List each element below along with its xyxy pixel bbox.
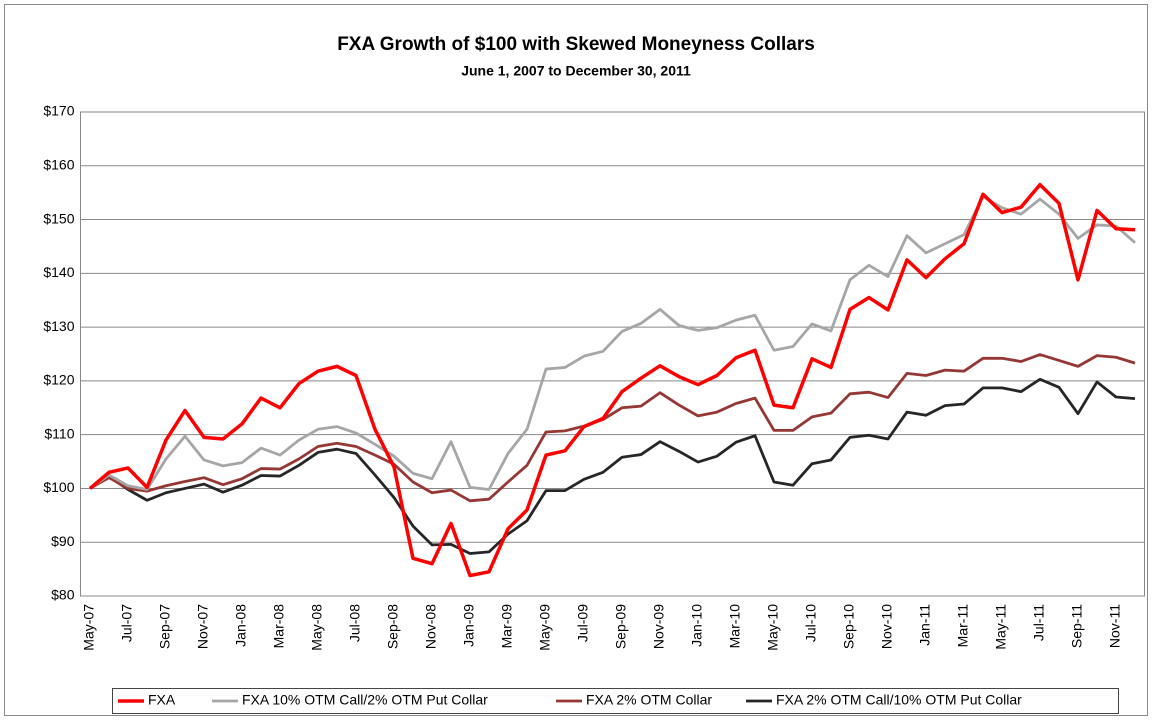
legend-box bbox=[112, 688, 1119, 714]
y-tick-label: $150 bbox=[43, 210, 74, 226]
x-tick-label: Jul-09 bbox=[575, 604, 591, 642]
x-tick-label: May-08 bbox=[309, 604, 325, 651]
x-tick-label: May-11 bbox=[993, 604, 1009, 650]
x-tick-label: Nov-09 bbox=[651, 604, 667, 649]
legend-label: FXA 2% OTM Call/10% OTM Put Collar bbox=[776, 692, 1022, 708]
legend-label: FXA 10% OTM Call/2% OTM Put Collar bbox=[242, 692, 488, 708]
series-line bbox=[88, 182, 1136, 578]
x-tick-label: May-09 bbox=[537, 604, 553, 651]
legend-label: FXA bbox=[148, 692, 176, 708]
y-tick-label: $120 bbox=[43, 372, 74, 388]
x-tick-label: Jan-11 bbox=[917, 604, 933, 646]
x-tick-label: Jan-09 bbox=[461, 604, 477, 647]
x-tick-label: Nov-11 bbox=[1107, 604, 1123, 648]
y-tick-label: $170 bbox=[43, 103, 74, 119]
x-tick-label: Sep-09 bbox=[613, 604, 629, 649]
x-tick-label: Sep-07 bbox=[157, 604, 173, 649]
series-line bbox=[89, 377, 1136, 555]
x-tick-label: Mar-11 bbox=[955, 604, 971, 648]
legend-label: FXA 2% OTM Collar bbox=[586, 692, 712, 708]
x-tick-label: Nov-07 bbox=[195, 604, 211, 649]
x-tick-label: Jul-11 bbox=[1031, 604, 1047, 641]
y-tick-label: $110 bbox=[44, 425, 74, 441]
x-tick-label: Sep-11 bbox=[1069, 604, 1085, 648]
series-line bbox=[89, 353, 1136, 503]
x-tick-label: May-10 bbox=[765, 604, 781, 651]
x-tick-label: Mar-10 bbox=[727, 604, 743, 649]
x-tick-label: Jul-07 bbox=[119, 604, 135, 642]
x-tick-label: Jul-08 bbox=[347, 604, 363, 642]
chart-subtitle: June 1, 2007 to December 30, 2011 bbox=[461, 63, 691, 79]
y-tick-label: $100 bbox=[43, 479, 74, 495]
x-tick-label: Jan-08 bbox=[233, 604, 249, 647]
x-tick-label: Nov-08 bbox=[423, 604, 439, 649]
x-tick-label: Nov-10 bbox=[879, 604, 895, 649]
x-tick-label: Jan-10 bbox=[689, 604, 705, 647]
chart-title: FXA Growth of $100 with Skewed Moneyness… bbox=[337, 34, 815, 55]
x-tick-label: Mar-08 bbox=[271, 604, 287, 649]
x-tick-label: Sep-10 bbox=[841, 604, 857, 649]
y-tick-label: $80 bbox=[51, 587, 75, 603]
y-tick-label: $130 bbox=[43, 318, 74, 334]
y-tick-label: $140 bbox=[43, 264, 74, 280]
y-tick-label: $90 bbox=[51, 533, 75, 549]
x-tick-label: May-07 bbox=[81, 604, 97, 651]
x-tick-label: Jul-10 bbox=[803, 604, 819, 642]
x-tick-label: Sep-08 bbox=[385, 604, 401, 649]
series-line bbox=[89, 195, 1136, 491]
y-tick-label: $160 bbox=[43, 156, 74, 172]
x-tick-label: Mar-09 bbox=[499, 604, 515, 649]
